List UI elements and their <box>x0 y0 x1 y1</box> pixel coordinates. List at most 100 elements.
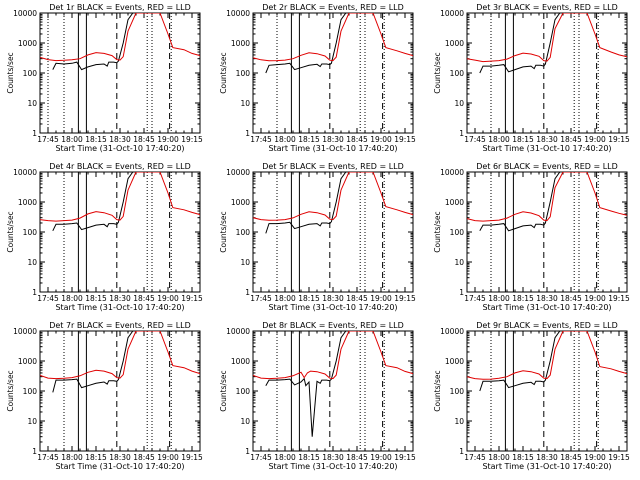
y-tick-label: 1 <box>32 288 37 297</box>
x-tick-label: 19:15 <box>394 453 416 462</box>
series-line-events <box>52 13 140 71</box>
y-tick-label: 100 <box>23 387 38 396</box>
y-tick-label: 1000 <box>18 198 37 207</box>
x-tick-label: 19:00 <box>370 294 392 303</box>
x-tick-label: 18:15 <box>298 135 320 144</box>
y-tick-label: 10 <box>27 417 37 426</box>
x-axis-label: Start Time (31-Oct-10 17:40:20) <box>268 144 397 153</box>
y-tick-label: 10 <box>27 258 37 267</box>
data-series <box>467 331 627 392</box>
panel-9: 1 10 100 1000 10000 17:45 18:00 18:15 18:30 18:45… <box>433 321 630 471</box>
series-line-lld <box>40 13 200 62</box>
x-tick-label: 18:00 <box>61 294 83 303</box>
series-line-events <box>265 172 353 234</box>
x-tick-label: 17:45 <box>464 453 486 462</box>
series-line-lld <box>40 172 200 222</box>
series-line-lld <box>40 331 200 380</box>
x-tick-label: 19:00 <box>157 135 179 144</box>
series-line-events <box>479 331 567 392</box>
x-tick-label: 18:15 <box>512 294 534 303</box>
x-tick-label: 18:30 <box>322 135 344 144</box>
y-tick-label: 1 <box>245 288 250 297</box>
series-line-events <box>52 172 140 232</box>
y-tick-label: 1 <box>32 447 37 456</box>
x-axis-label: Start Time (31-Oct-10 17:40:20) <box>55 462 184 471</box>
marker-lines <box>276 13 385 133</box>
y-tick-label: 100 <box>450 387 465 396</box>
x-tick-label: 18:00 <box>488 453 510 462</box>
panel-title: Det 4r BLACK = Events, RED = LLD <box>49 162 191 171</box>
x-axis-label: Start Time (31-Oct-10 17:40:20) <box>482 462 611 471</box>
y-tick-label: 10 <box>454 99 464 108</box>
x-tick-label: 18:15 <box>85 135 107 144</box>
x-axis-label: Start Time (31-Oct-10 17:40:20) <box>55 144 184 153</box>
y-tick-label: 100 <box>23 228 38 237</box>
y-tick-label: 10 <box>454 258 464 267</box>
y-tick-label: 1000 <box>445 357 464 366</box>
x-tick-label: 18:45 <box>560 453 582 462</box>
y-tick-label: 1000 <box>18 357 37 366</box>
x-tick-label: 18:30 <box>109 294 131 303</box>
y-tick-label: 1000 <box>231 198 250 207</box>
x-tick-label: 18:00 <box>488 294 510 303</box>
y-axis-label: Counts/sec <box>6 52 15 93</box>
y-tick-label: 10000 <box>13 168 37 177</box>
y-tick-label: 10 <box>240 258 250 267</box>
x-tick-label: 19:15 <box>394 135 416 144</box>
series-line-events <box>265 13 353 74</box>
x-tick-label: 19:15 <box>394 294 416 303</box>
data-series <box>467 13 627 74</box>
y-tick-label: 1000 <box>445 198 464 207</box>
x-tick-label: 19:00 <box>370 135 392 144</box>
x-tick-label: 19:00 <box>157 453 179 462</box>
y-tick-label: 1 <box>459 288 464 297</box>
data-series <box>40 172 200 232</box>
y-tick-label: 100 <box>450 228 465 237</box>
x-tick-label: 19:15 <box>181 135 203 144</box>
y-tick-label: 10000 <box>13 327 37 336</box>
x-tick-label: 17:45 <box>250 453 272 462</box>
y-axis-label: Counts/sec <box>433 370 442 411</box>
y-tick-label: 10000 <box>440 327 464 336</box>
x-tick-label: 18:45 <box>560 294 582 303</box>
marker-lines <box>490 13 599 133</box>
panel-title: Det 5r BLACK = Events, RED = LLD <box>262 162 404 171</box>
x-tick-label: 19:15 <box>608 294 630 303</box>
y-tick-label: 100 <box>236 228 251 237</box>
x-tick-label: 17:45 <box>250 135 272 144</box>
panel-5: 1 10 100 1000 10000 17:45 18:00 18:15 18:30 18:45… <box>219 162 416 312</box>
panel-1: 1 10 100 1000 10000 17:45 18:00 18:15 18:30 18:45… <box>6 3 203 153</box>
x-tick-label: 19:00 <box>584 135 606 144</box>
x-tick-label: 18:30 <box>109 453 131 462</box>
y-tick-label: 1 <box>245 129 250 138</box>
x-tick-label: 18:15 <box>512 453 534 462</box>
panel-title: Det 8r BLACK = Events, RED = LLD <box>262 321 404 330</box>
y-tick-label: 10000 <box>226 327 250 336</box>
x-tick-label: 17:45 <box>250 294 272 303</box>
x-tick-label: 18:30 <box>536 294 558 303</box>
y-tick-label: 10 <box>240 417 250 426</box>
x-tick-label: 18:30 <box>109 135 131 144</box>
x-tick-label: 18:00 <box>274 294 296 303</box>
x-tick-label: 18:30 <box>322 453 344 462</box>
x-tick-label: 19:00 <box>584 294 606 303</box>
x-tick-label: 17:45 <box>37 135 59 144</box>
x-tick-label: 19:00 <box>584 453 606 462</box>
x-tick-label: 19:15 <box>608 453 630 462</box>
y-tick-label: 1 <box>32 129 37 138</box>
x-tick-label: 18:45 <box>133 294 155 303</box>
x-tick-label: 18:30 <box>536 135 558 144</box>
panel-title: Det 2r BLACK = Events, RED = LLD <box>262 3 404 12</box>
x-axis-label: Start Time (31-Oct-10 17:40:20) <box>268 462 397 471</box>
panel-8: 1 10 100 1000 10000 17:45 18:00 18:15 18:30 18:45… <box>219 321 416 471</box>
panel-title: Det 7r BLACK = Events, RED = LLD <box>49 321 191 330</box>
panel-title: Det 9r BLACK = Events, RED = LLD <box>476 321 618 330</box>
marker-lines <box>276 172 385 292</box>
panel-4: 1 10 100 1000 10000 17:45 18:00 18:15 18:30 18:45… <box>6 162 203 312</box>
x-tick-label: 18:45 <box>346 135 368 144</box>
series-line-lld <box>467 331 627 380</box>
series-line-events <box>479 172 567 232</box>
y-tick-label: 100 <box>236 387 251 396</box>
series-line-events <box>265 331 353 437</box>
